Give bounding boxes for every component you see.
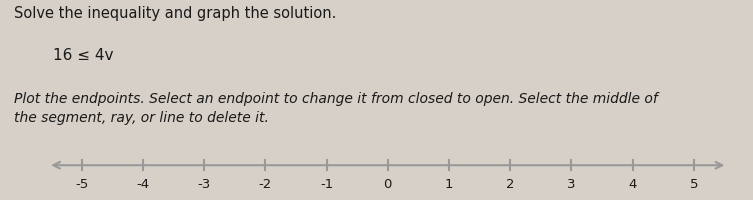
Text: Plot the endpoints. Select an endpoint to change it from closed to open. Select : Plot the endpoints. Select an endpoint t… <box>14 92 657 124</box>
Text: -2: -2 <box>259 177 272 190</box>
Text: Solve the inequality and graph the solution.: Solve the inequality and graph the solut… <box>14 6 336 21</box>
Text: -4: -4 <box>136 177 150 190</box>
Text: 5: 5 <box>690 177 698 190</box>
Text: 16 ≤ 4v: 16 ≤ 4v <box>53 48 113 63</box>
Text: 2: 2 <box>506 177 514 190</box>
Text: 1: 1 <box>445 177 453 190</box>
Text: 3: 3 <box>567 177 575 190</box>
Text: -1: -1 <box>320 177 334 190</box>
Text: 4: 4 <box>628 177 637 190</box>
Text: -3: -3 <box>197 177 211 190</box>
Text: 0: 0 <box>383 177 392 190</box>
Text: -5: -5 <box>75 177 89 190</box>
